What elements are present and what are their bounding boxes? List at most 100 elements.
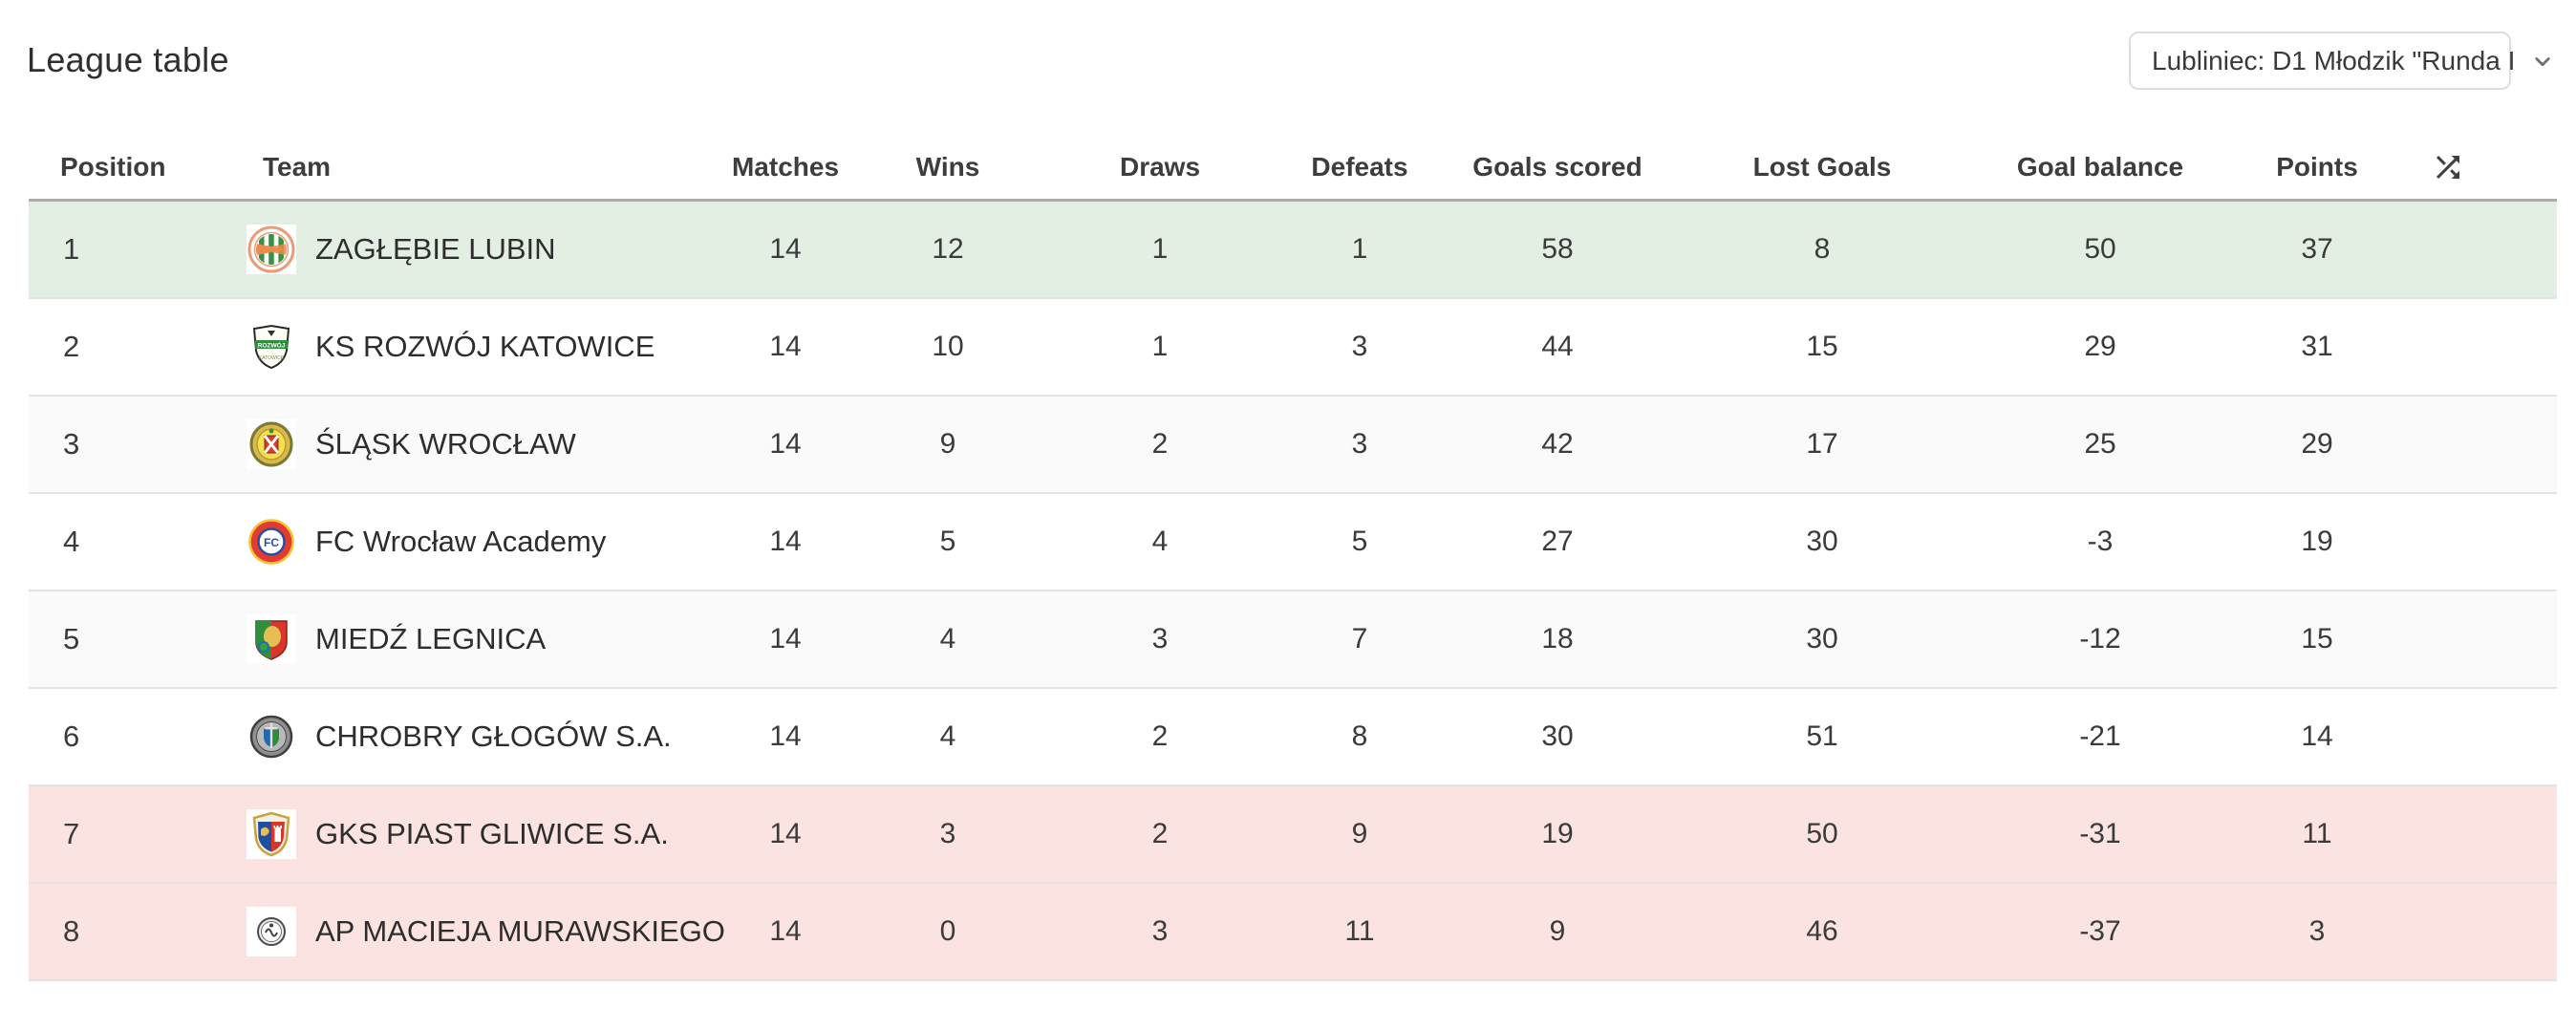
lost-goals-cell: 46 <box>1806 915 1838 947</box>
lost-goals-cell: 17 <box>1806 428 1838 460</box>
position-cell: 3 <box>63 427 80 461</box>
table-row[interactable]: 2 ROZWÓJ KATOWICE KS ROZWÓJ KATOWICE 14 1… <box>29 299 2557 397</box>
goal-balance-cell: -12 <box>2079 623 2121 655</box>
team-name: FC Wrocław Academy <box>315 525 607 558</box>
goal-balance-cell: 25 <box>2084 428 2116 460</box>
goal-balance-cell: 50 <box>2084 233 2116 265</box>
defeats-cell: 9 <box>1351 818 1368 849</box>
team-name: CHROBRY GŁOGÓW S.A. <box>315 719 672 753</box>
goal-balance-cell: -37 <box>2079 915 2121 947</box>
wins-cell: 10 <box>932 331 964 362</box>
competition-dropdown-value: Lubliniec: D1 Młodzik "Runda I <box>2152 45 2516 75</box>
team-name: AP MACIEJA MURAWSKIEGO <box>315 914 725 948</box>
team-name: ŚLĄSK WROCŁAW <box>315 427 576 461</box>
table-row[interactable]: 8 AP MACIEJA MURAWSKIEGO 14 0 3 11 9 46 … <box>29 884 2557 981</box>
team-cell: GKS PIAST GLIWICE S.A. <box>220 809 704 859</box>
league-table: Position Team Matches Wins Draws Defeats… <box>29 135 2557 981</box>
defeats-cell: 7 <box>1351 623 1368 655</box>
column-header-goals-scored: Goals scored <box>1472 151 1642 182</box>
goals-scored-cell: 27 <box>1541 526 1574 557</box>
goals-scored-cell: 9 <box>1549 915 1566 947</box>
draws-cell: 2 <box>1151 818 1169 849</box>
table-row[interactable]: 6 CHROBRY GŁOGÓW S.A. 14 4 2 8 30 51 -21… <box>29 689 2557 786</box>
zaglebie-lubin-crest-icon <box>247 225 296 274</box>
column-header-lost-goals: Lost Goals <box>1752 151 1892 182</box>
team-cell: ROZWÓJ KATOWICE KS ROZWÓJ KATOWICE <box>220 322 704 372</box>
points-cell: 19 <box>2301 526 2333 557</box>
position-cell: 6 <box>63 719 80 753</box>
goals-scored-cell: 19 <box>1541 818 1574 849</box>
svg-text:KATOWICE: KATOWICE <box>259 355 285 361</box>
matches-cell: 14 <box>769 720 802 752</box>
column-header-wins: Wins <box>915 151 980 182</box>
table-row[interactable]: 4 FC FC Wrocław Academy 14 5 4 5 27 30 -… <box>29 494 2557 591</box>
draws-cell: 1 <box>1151 233 1169 265</box>
draws-cell: 3 <box>1151 915 1169 947</box>
matches-cell: 14 <box>769 818 802 849</box>
shuffle-icon[interactable] <box>2392 150 2504 184</box>
matches-cell: 14 <box>769 428 802 460</box>
wins-cell: 4 <box>939 720 956 752</box>
draws-cell: 2 <box>1151 720 1169 752</box>
lost-goals-cell: 8 <box>1814 233 1831 265</box>
goals-scored-cell: 30 <box>1541 720 1574 752</box>
team-cell: FC FC Wrocław Academy <box>220 517 704 567</box>
rozwoj-katowice-crest-icon: ROZWÓJ KATOWICE <box>247 322 296 372</box>
position-cell: 5 <box>63 622 80 655</box>
wins-cell: 9 <box>939 428 956 460</box>
table-row[interactable]: 1 ZAGŁĘBIE LUBIN 14 12 1 1 58 8 50 37 <box>29 202 2557 299</box>
draws-cell: 1 <box>1151 331 1169 362</box>
goals-scored-cell: 42 <box>1541 428 1574 460</box>
points-cell: 29 <box>2301 428 2333 460</box>
chrobry-glogow-crest-icon <box>247 712 296 762</box>
matches-cell: 14 <box>769 623 802 655</box>
team-name: ZAGŁĘBIE LUBIN <box>315 232 556 266</box>
table-header-row: Position Team Matches Wins Draws Defeats… <box>29 135 2557 202</box>
fc-wroclaw-academy-crest-icon: FC <box>247 517 296 567</box>
team-name: GKS PIAST GLIWICE S.A. <box>315 817 669 850</box>
table-row[interactable]: 3 ŚLĄSK WROCŁAW 14 9 2 3 42 17 25 29 <box>29 397 2557 494</box>
page-title: League table <box>27 40 229 79</box>
column-header-draws: Draws <box>1119 151 1201 182</box>
defeats-cell: 11 <box>1344 915 1375 947</box>
goals-scored-cell: 44 <box>1541 331 1574 362</box>
position-cell: 7 <box>63 817 80 850</box>
miedz-legnica-crest-icon <box>247 614 296 664</box>
slask-wroclaw-crest-icon <box>247 419 296 469</box>
table-row[interactable]: 7 GKS PIAST GLIWICE S.A. 14 3 2 9 19 50 … <box>29 786 2557 884</box>
goals-scored-cell: 18 <box>1541 623 1574 655</box>
goal-balance-cell: 29 <box>2084 331 2116 362</box>
points-cell: 11 <box>2302 818 2332 849</box>
competition-dropdown[interactable]: Lubliniec: D1 Młodzik "Runda I <box>2129 32 2550 90</box>
goal-balance-cell: -31 <box>2079 818 2121 849</box>
column-header-points: Points <box>2276 151 2358 182</box>
wins-cell: 5 <box>939 526 956 557</box>
lost-goals-cell: 50 <box>1806 818 1838 849</box>
goals-scored-cell: 58 <box>1541 233 1574 265</box>
points-cell: 31 <box>2301 331 2333 362</box>
team-cell: ZAGŁĘBIE LUBIN <box>220 225 704 274</box>
position-cell: 2 <box>63 330 80 363</box>
defeats-cell: 3 <box>1351 428 1368 460</box>
points-cell: 3 <box>2308 915 2326 947</box>
table-body: 1 ZAGŁĘBIE LUBIN 14 12 1 1 58 8 50 37 2 … <box>29 202 2557 981</box>
lost-goals-cell: 15 <box>1806 331 1838 362</box>
defeats-cell: 3 <box>1351 331 1368 362</box>
points-cell: 15 <box>2301 623 2333 655</box>
draws-cell: 3 <box>1151 623 1169 655</box>
column-header-team: Team <box>263 151 332 182</box>
team-cell: MIEDŹ LEGNICA <box>220 614 704 664</box>
column-header-position: Position <box>60 151 166 182</box>
wins-cell: 0 <box>939 915 956 947</box>
ap-macieja-murawskiego-crest-icon <box>247 907 296 956</box>
matches-cell: 14 <box>769 526 802 557</box>
position-cell: 8 <box>63 914 80 948</box>
draws-cell: 2 <box>1151 428 1169 460</box>
lost-goals-cell: 51 <box>1806 720 1838 752</box>
table-row[interactable]: 5 MIEDŹ LEGNICA 14 4 3 7 18 30 -12 15 <box>29 591 2557 689</box>
chevron-down-icon <box>2535 56 2550 66</box>
team-cell: CHROBRY GŁOGÓW S.A. <box>220 712 704 762</box>
wins-cell: 4 <box>939 623 956 655</box>
wins-cell: 3 <box>939 818 956 849</box>
